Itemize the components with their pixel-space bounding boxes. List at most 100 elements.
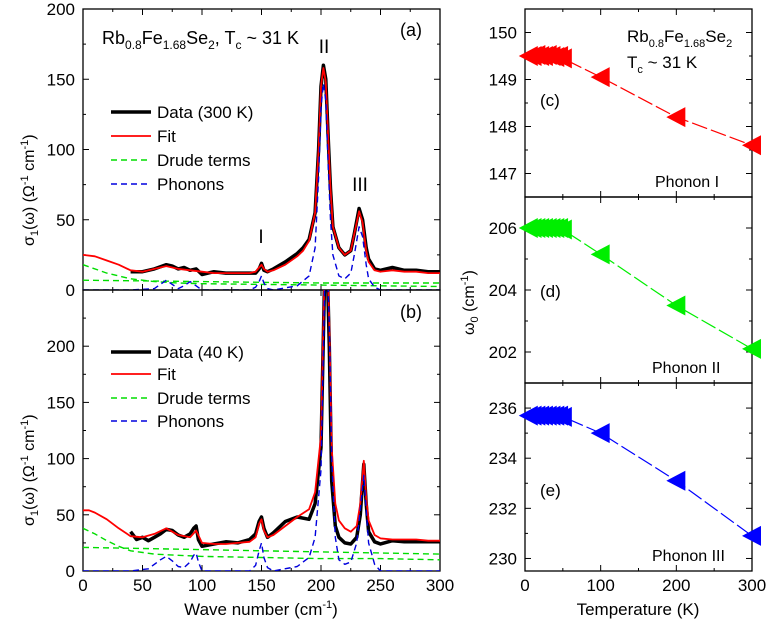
panel-e-xtick-labels: 0 100 200 300 [520, 576, 766, 595]
y-tick-label: 0 [66, 281, 75, 300]
x-tick-label: 150 [247, 576, 275, 595]
panel-e-label: (e) [540, 481, 561, 500]
data-point [666, 107, 686, 128]
data-point [666, 295, 686, 316]
data-point [590, 244, 610, 265]
data-point [552, 406, 572, 427]
panel-b-ticks [82, 290, 441, 572]
panel-d: 202 204 206 (d) Phonon II ω0 (cm-1) [459, 196, 761, 384]
y-tick-label: 200 [47, 0, 75, 19]
y-tick-label: 50 [56, 211, 75, 230]
x-tick-label: 50 [133, 576, 152, 595]
peak-label-ii: II [319, 37, 330, 58]
panel-b-ylabel: σ1(ω) (Ω-1 cm-1) [19, 414, 41, 526]
y-tick-label: 150 [489, 24, 517, 43]
panel-d-ylabel: ω0 (cm-1) [459, 270, 481, 335]
panel-b-frame [82, 289, 441, 572]
panel-a-ylabel: σ1(ω) (Ω-1 cm-1) [19, 134, 41, 246]
data-point [742, 135, 761, 156]
panel-d-ytick-labels: 202 204 206 [489, 219, 517, 362]
trend-line [528, 227, 753, 350]
y-tick-label: 230 [489, 549, 517, 568]
panel-c: 147 148 149 150 Rb0.8Fe1.68Se2 Tc ~ 31 K (c… [489, 8, 761, 198]
legend-b-fit: Fit [157, 365, 176, 384]
panel-d-phonon-label: Phonon II [652, 360, 721, 377]
panel-d-label: (d) [540, 282, 561, 301]
legend-a-drude: Drude terms [157, 151, 251, 170]
panel-b: 0 50 100 150 200 0 50 100 150 200 250 300 (b) Data… [19, 289, 454, 619]
data-point [552, 48, 572, 69]
panel-a-ytick-labels: 0 50 100 150 200 [47, 0, 75, 300]
y-tick-label: 149 [489, 71, 517, 90]
panel-c-ytick-labels: 147 148 149 150 [489, 24, 517, 184]
trend-line [528, 415, 753, 537]
x-tick-label: 300 [426, 576, 454, 595]
data-point [552, 219, 572, 240]
y-tick-label: 150 [47, 393, 75, 412]
x-tick-label: 100 [188, 576, 216, 595]
legend-a-fit: Fit [157, 127, 176, 146]
series-line-1 [83, 290, 440, 545]
x-tick-label: 300 [738, 576, 766, 595]
panel-a: 0 50 100 150 200 (a) Rb0.8Fe1.68Se2, Tc ~ 31… [19, 0, 441, 300]
legend-b-phonons: Phonons [157, 412, 224, 431]
series-line-2 [83, 264, 440, 288]
series-line-1 [83, 67, 440, 274]
panel-e: 230 232 234 236 0 100 200 300 (e) Phonon III T… [489, 382, 766, 619]
data-point [590, 67, 610, 88]
peak-label-iii: III [352, 175, 368, 196]
legend-a-phonons: Phonons [157, 175, 224, 194]
data-point [590, 423, 610, 444]
y-tick-label: 0 [66, 562, 75, 581]
data-point [666, 470, 686, 491]
panel-c-phonon-label: Phonon I [655, 174, 719, 191]
legend-a-data: Data (300 K) [157, 103, 253, 122]
y-tick-label: 206 [489, 219, 517, 238]
panel-a-title: Rb0.8Fe1.68Se2, Tc ~ 31 K [102, 28, 299, 52]
y-tick-label: 50 [56, 506, 75, 525]
data-point [742, 525, 761, 546]
peak-label-i: I [258, 227, 263, 248]
y-tick-label: 232 [489, 499, 517, 518]
legend-b-drude: Drude terms [157, 389, 251, 408]
panel-b-label: (b) [400, 302, 422, 322]
series-line-2 [83, 527, 440, 561]
panel-e-phonon-label: Phonon III [652, 548, 725, 565]
y-tick-label: 147 [489, 165, 517, 184]
panel-c-series [518, 45, 761, 156]
panel-c-label: (c) [540, 91, 560, 110]
x-tick-label: 200 [307, 576, 335, 595]
panel-b-xlabel: Wave number (cm-1) [184, 599, 338, 619]
y-tick-label: 234 [489, 449, 517, 468]
panel-b-ytick-labels: 0 50 100 150 200 [47, 337, 75, 581]
y-tick-label: 150 [47, 70, 75, 89]
panel-d-series [518, 218, 761, 359]
y-tick-label: 100 [47, 450, 75, 469]
series-line-3 [83, 546, 440, 555]
panel-b-xtick-labels: 0 50 100 150 200 250 300 [78, 576, 454, 595]
legend-b-data: Data (40 K) [157, 343, 244, 362]
panel-a-label: (a) [400, 20, 422, 40]
panel-e-series [518, 405, 761, 546]
panel-a-series [83, 63, 440, 290]
panel-b-legend: Data (40 K) Fit Drude terms Phonons [111, 343, 251, 431]
y-tick-label: 202 [489, 343, 517, 362]
data-point [742, 338, 761, 359]
y-tick-label: 148 [489, 118, 517, 137]
series-line-4 [83, 82, 440, 290]
x-tick-label: 250 [366, 576, 394, 595]
panel-e-ytick-labels: 230 232 234 236 [489, 399, 517, 568]
y-tick-label: 200 [47, 337, 75, 356]
panel-e-xlabel: Temperature (K) [577, 600, 700, 619]
panel-a-legend: Data (300 K) Fit Drude terms Phonons [111, 103, 253, 194]
panel-b-series [83, 290, 440, 571]
panel-c-tc: Tc ~ 31 K [627, 53, 698, 76]
series-line-4 [83, 290, 440, 571]
series-line-3 [83, 279, 440, 284]
x-tick-label: 0 [520, 576, 529, 595]
y-tick-label: 204 [489, 281, 517, 300]
y-tick-label: 100 [47, 141, 75, 160]
x-tick-label: 100 [586, 576, 614, 595]
panel-e-ticks [524, 383, 753, 571]
